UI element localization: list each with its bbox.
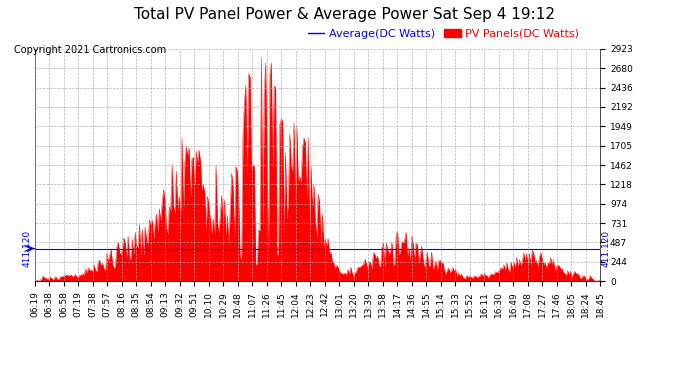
Text: 411.120: 411.120: [23, 230, 32, 267]
Text: Copyright 2021 Cartronics.com: Copyright 2021 Cartronics.com: [14, 45, 166, 55]
Legend: Average(DC Watts), PV Panels(DC Watts): Average(DC Watts), PV Panels(DC Watts): [304, 24, 584, 43]
Text: Total PV Panel Power & Average Power Sat Sep 4 19:12: Total PV Panel Power & Average Power Sat…: [135, 8, 555, 22]
Text: 411.120: 411.120: [602, 230, 611, 267]
